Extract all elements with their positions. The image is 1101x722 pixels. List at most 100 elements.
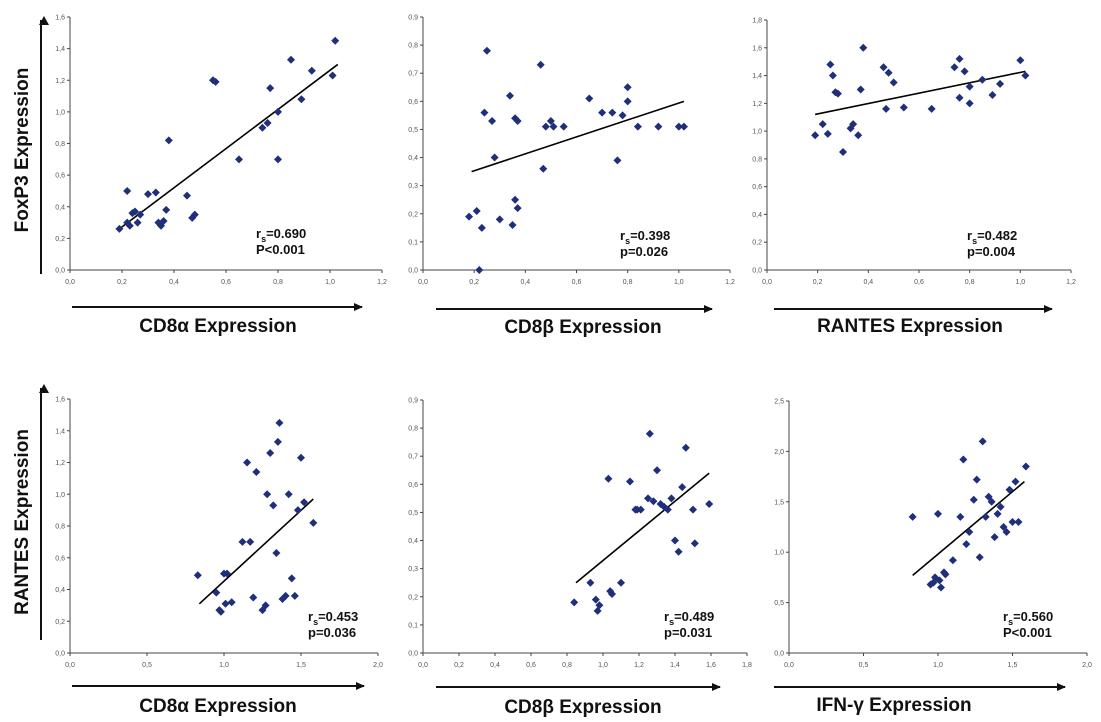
x-tick-label: 0,5 <box>142 662 152 669</box>
x-tick-label: 0,0 <box>65 279 75 286</box>
data-point <box>595 601 604 610</box>
regression-line <box>575 472 710 584</box>
data-point <box>608 589 616 598</box>
data-point <box>856 85 865 94</box>
y-tick-label: 0,8 <box>408 426 418 433</box>
x-tick-label: 0,0 <box>65 662 75 669</box>
y-tick-label: 0,8 <box>408 43 418 50</box>
data-point <box>193 571 202 580</box>
data-point <box>956 512 965 521</box>
data-point <box>941 570 950 579</box>
correlation-label: rs=0.482 <box>967 228 1017 246</box>
panel-foxp3-vs-rantes: 0,0 0,2 0,4 0,6 0,8 1,0 1,2 0,0 0,2 0,4 0,6 0,8 1,0 1… <box>752 18 1076 338</box>
x-tick-label: 0,2 <box>469 279 479 286</box>
data-point <box>190 210 199 219</box>
data-point <box>511 195 520 204</box>
data-point <box>633 122 642 131</box>
y-tick-label: 0,6 <box>408 99 418 106</box>
panel-foxp3-vs-cd8b: 0,0 0,2 0,4 0,6 0,8 1,0 1,2 0,0 0,1 0,2 0,3 0,4 0,5 0… <box>408 15 735 339</box>
x-tick-label: 1,4 <box>670 662 680 669</box>
data-point <box>559 122 568 131</box>
data-point <box>981 512 990 521</box>
data-point <box>287 55 295 64</box>
data-point <box>993 509 1002 518</box>
data-point <box>654 122 663 131</box>
y-tick-label: 0,6 <box>752 184 762 191</box>
x-tick-label: 1,5 <box>1008 662 1018 669</box>
data-point <box>959 455 968 464</box>
y-tick-label: 0,2 <box>752 240 762 247</box>
data-point <box>272 548 281 557</box>
data-point <box>889 78 898 87</box>
data-point <box>839 147 847 156</box>
y-tick-label: 0,7 <box>408 454 418 461</box>
data-point <box>465 212 474 221</box>
y-tick-label: 1,0 <box>55 109 65 116</box>
y-tick-label: 0,1 <box>408 622 418 629</box>
data-point <box>1014 517 1023 526</box>
row-label-rantes: RANTES Expression <box>12 429 33 615</box>
data-point <box>115 224 124 233</box>
y-tick-label: 0,2 <box>408 594 418 601</box>
data-point <box>811 131 820 140</box>
x-tick-label: 1,0 <box>1015 279 1025 286</box>
correlation-label: rs=0.453 <box>308 609 358 627</box>
data-point <box>475 266 484 274</box>
data-point <box>690 539 699 548</box>
x-tick-label: 0,0 <box>762 279 772 286</box>
y-tick-label: 0,5 <box>774 600 784 607</box>
y-tick-label: 0,8 <box>55 524 65 531</box>
x-tick-label: 0,0 <box>784 662 794 669</box>
x-tick-label: 1,2 <box>1066 279 1076 286</box>
data-point <box>882 104 891 113</box>
x-axis-title: CD8α Expression <box>139 696 296 717</box>
data-point <box>480 108 489 117</box>
data-point <box>849 120 858 129</box>
p-value-label: p=0.036 <box>308 625 356 640</box>
data-point <box>297 95 306 104</box>
data-point <box>235 155 243 164</box>
data-point <box>598 108 607 117</box>
data-point <box>1008 517 1017 526</box>
data-point <box>144 190 152 199</box>
data-point <box>585 94 594 103</box>
data-point <box>626 477 634 486</box>
y-tick-label: 1,6 <box>752 45 762 52</box>
x-axis-title: CD8α Expression <box>139 316 296 337</box>
y-tick-label: 0,0 <box>774 651 784 658</box>
data-point <box>541 122 550 131</box>
data-point <box>617 578 625 587</box>
data-point <box>309 518 318 527</box>
y-tick-label: 0,6 <box>55 555 65 562</box>
data-point <box>287 574 296 583</box>
data-point <box>221 599 230 608</box>
x-tick-label: 0,4 <box>863 279 873 286</box>
y-tick-label: 0,6 <box>55 173 65 180</box>
data-point <box>826 60 835 69</box>
y-tick-label: 1,2 <box>55 78 65 85</box>
y-tick-label: 1,0 <box>752 129 762 136</box>
data-point <box>495 215 504 224</box>
x-tick-label: 0,0 <box>418 279 428 286</box>
row-label-foxp3: FoxP3 Expression <box>12 68 33 233</box>
data-point <box>613 156 622 165</box>
x-tick-label: 0,6 <box>221 279 231 286</box>
x-tick-label: 1,0 <box>325 279 335 286</box>
data-point <box>508 221 517 230</box>
x-axis-title: IFN-γ Expression <box>816 695 971 716</box>
x-tick-label: 1,2 <box>725 279 735 286</box>
data-point <box>987 497 996 506</box>
y-tick-label: 0,3 <box>408 566 418 573</box>
y-tick-label: 0,9 <box>408 398 418 405</box>
x-tick-label: 0,8 <box>562 662 572 669</box>
data-point <box>274 107 282 116</box>
x-tick-label: 0,4 <box>520 279 530 286</box>
data-point <box>833 89 842 98</box>
data-point <box>884 68 893 77</box>
y-tick-label: 1,2 <box>752 101 762 108</box>
data-point <box>936 583 945 592</box>
y-tick-label: 2,0 <box>774 449 784 456</box>
y-tick-label: 0,1 <box>408 239 418 246</box>
data-point <box>123 186 132 195</box>
